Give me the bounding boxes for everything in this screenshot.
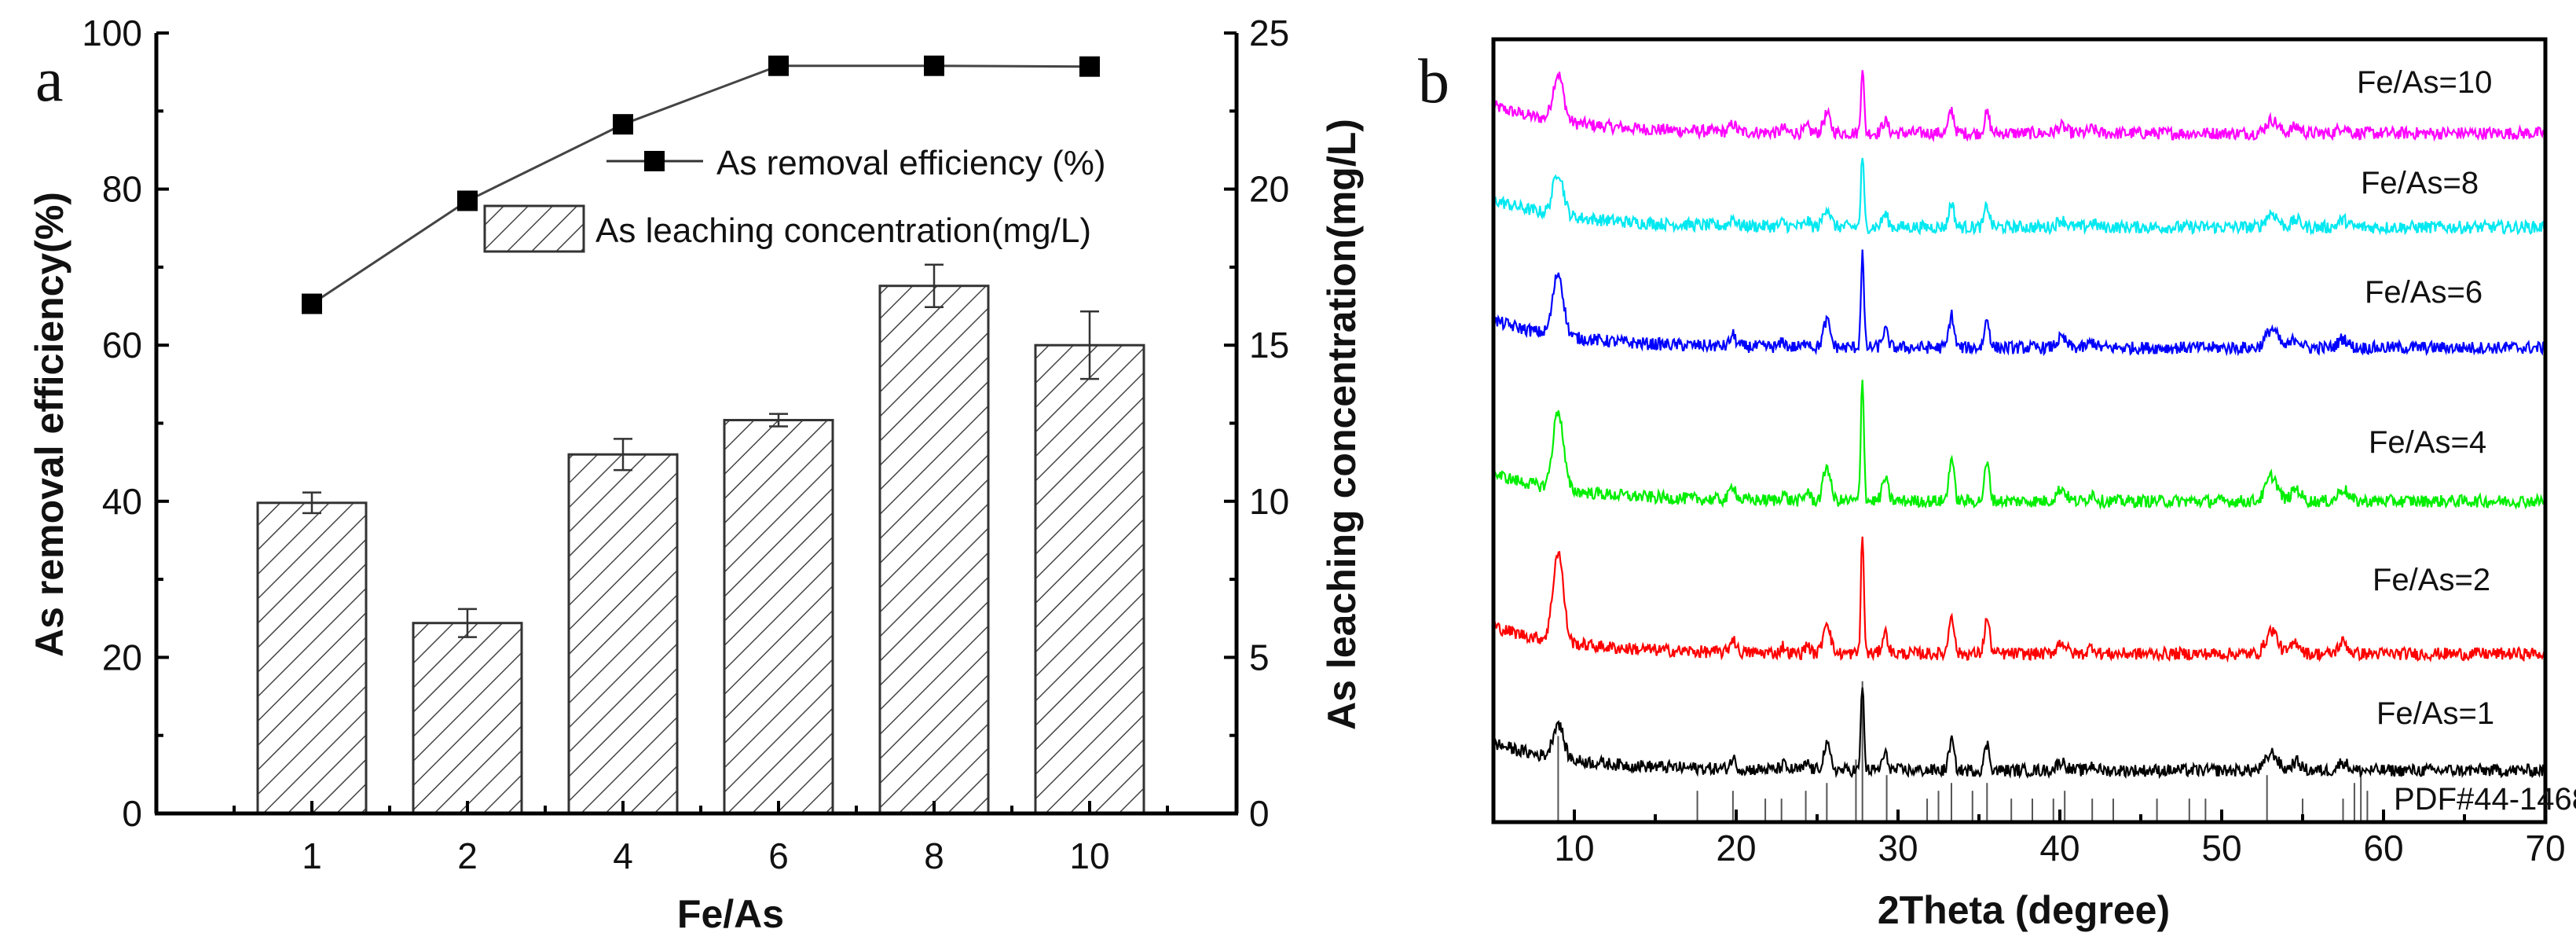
bar-6 — [723, 419, 834, 815]
bar-1 — [256, 501, 368, 815]
bar-2 — [412, 622, 523, 815]
bar-series — [256, 263, 1145, 815]
y-axis-title-left: As removal efficiency(%) — [27, 192, 71, 657]
efficiency-marker-1 — [302, 293, 322, 314]
efficiency-marker-8 — [924, 55, 944, 76]
y-tick-label-right: 15 — [1249, 325, 1289, 365]
y-tick-label-right: 20 — [1249, 169, 1289, 210]
legend-hatch-swatch — [483, 204, 585, 253]
series-label: Fe/As=6 — [2365, 275, 2483, 310]
series-label: Fe/As=8 — [2361, 166, 2479, 200]
error-bar-1 — [302, 491, 321, 515]
reference-label: PDF#44-1468 — [2394, 782, 2576, 817]
legend-a: As removal efficiency (%) As leaching co… — [483, 144, 1106, 253]
panel-label-b: b — [1418, 47, 1449, 116]
efficiency-marker-6 — [768, 55, 789, 76]
efficiency-line — [311, 64, 1090, 305]
y-axis-title-right: As leaching concentration(mg/L) — [1320, 119, 1364, 730]
y-tick-label-right: 0 — [1249, 793, 1270, 834]
x-tick-label: 6 — [768, 835, 789, 876]
x-tick-label: 4 — [613, 835, 633, 876]
axes-b: 10 20 30 40 50 60 70 — [1491, 37, 2566, 868]
line-series — [302, 55, 1100, 314]
plot-frame-b — [1491, 37, 2548, 824]
legend-label-efficiency: As removal efficiency (%) — [716, 144, 1106, 182]
xrd-curves: Fe/As=10 Fe/As=8 Fe/As=6 Fe/As=4 Fe/As=2 Fe/A… — [1492, 65, 2546, 780]
series-label: Fe/As=4 — [2369, 425, 2486, 460]
y-tick-label-left: 0 — [122, 793, 142, 834]
y-tick-label-left: 20 — [102, 637, 142, 677]
error-bar-4 — [614, 438, 632, 472]
xrd-curve-fe-as-8 — [1492, 157, 2546, 236]
x-tick-label: 20 — [1716, 828, 1756, 868]
series-label: Fe/As=1 — [2376, 696, 2494, 731]
x-tick-label: 8 — [924, 835, 944, 876]
xrd-curve-fe-as-4 — [1492, 380, 2546, 511]
x-tick-label: 1 — [302, 835, 322, 876]
y-tick-label-right: 10 — [1249, 481, 1289, 522]
y-tick-label-right: 25 — [1249, 13, 1289, 53]
error-bar-8 — [925, 263, 944, 308]
y-tick-label-left: 80 — [102, 169, 142, 210]
x-axis-title-a: Fe/As — [677, 892, 784, 936]
xrd-curve-fe-as-10 — [1492, 70, 2546, 143]
x-tick-label: 60 — [2363, 828, 2403, 868]
panel-b: b Fe/As=10Fe/As=8Fe/As=6Fe/As=4Fe/As=2Fe… — [1418, 37, 2576, 932]
panel-label-a: a — [35, 46, 64, 115]
efficiency-marker-2 — [457, 190, 478, 211]
legend-label-leaching: As leaching concentration(mg/L) — [595, 211, 1091, 250]
bar-4 — [567, 453, 679, 815]
reference-sticks — [1557, 681, 2369, 822]
x-tick-label: 70 — [2525, 828, 2565, 868]
error-bar-6 — [769, 413, 788, 428]
xrd-curve-fe-as-1 — [1492, 687, 2546, 780]
x-tick-label: 30 — [1878, 828, 1918, 868]
efficiency-marker-10 — [1079, 56, 1100, 77]
bar-10 — [1034, 343, 1145, 815]
x-tick-label: 2 — [457, 835, 478, 876]
x-tick-label: 50 — [2201, 828, 2241, 868]
legend-square-marker — [644, 151, 665, 171]
xrd-curve-fe-as-6 — [1493, 249, 2546, 357]
y-tick-label-left: 40 — [102, 481, 142, 522]
bar-8 — [878, 285, 990, 815]
xrd-curve-fe-as-2 — [1492, 536, 2546, 663]
efficiency-marker-4 — [613, 114, 633, 135]
y-tick-label-left: 60 — [102, 325, 142, 365]
error-bar-10 — [1080, 310, 1099, 380]
x-axis-title-b: 2Theta (degree) — [1878, 888, 2170, 932]
x-tick-label: 40 — [2039, 828, 2079, 868]
x-tick-label: 10 — [1554, 828, 1594, 868]
series-label: Fe/As=2 — [2373, 563, 2490, 597]
series-label: Fe/As=10 — [2357, 65, 2492, 100]
y-tick-label-right: 5 — [1249, 637, 1270, 677]
x-tick-label: 10 — [1069, 835, 1109, 876]
y-tick-label-left: 100 — [82, 13, 142, 53]
error-bar-2 — [458, 608, 477, 638]
